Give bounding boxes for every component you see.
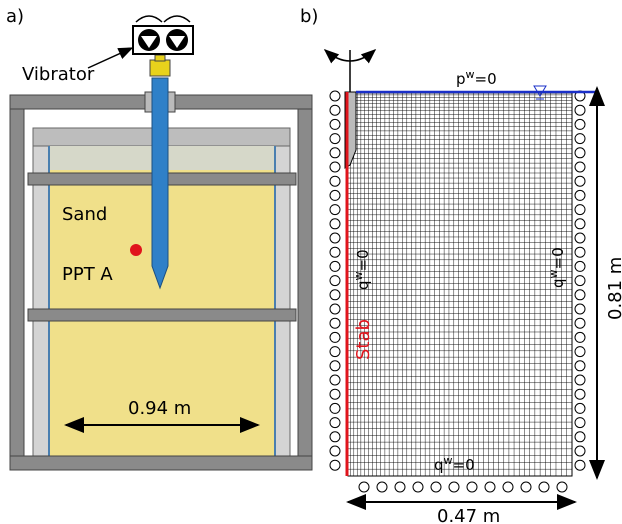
roller (575, 134, 585, 144)
roller (413, 482, 423, 492)
roller (431, 482, 441, 492)
roller (521, 482, 531, 492)
roller (330, 176, 340, 186)
roller (575, 176, 585, 186)
roller (575, 318, 585, 328)
roller (330, 119, 340, 129)
roller (575, 418, 585, 428)
roller (575, 446, 585, 456)
roller (330, 347, 340, 357)
roller (575, 148, 585, 158)
roller (330, 290, 340, 300)
left-boundary-label: qw=0 (352, 249, 372, 290)
roller (330, 318, 340, 328)
roller (575, 247, 585, 257)
roller (330, 389, 340, 399)
mesh-border (348, 93, 572, 476)
roller (575, 205, 585, 215)
roller (330, 460, 340, 470)
label-part: =0 (453, 456, 475, 474)
roller (330, 219, 340, 229)
width-label: 0.94 m (128, 398, 191, 419)
fe-mesh (348, 93, 572, 476)
label-part: p (456, 70, 466, 88)
roller (330, 205, 340, 215)
roller (575, 332, 585, 342)
label-part: q (354, 280, 372, 290)
roller (395, 482, 405, 492)
label-part: w (444, 454, 453, 467)
roller (575, 119, 585, 129)
label-part: w (547, 269, 560, 278)
roller (330, 105, 340, 115)
label-part: =0 (549, 247, 567, 269)
roller (330, 148, 340, 158)
width-label: 0.47 m (437, 506, 500, 524)
roller (330, 261, 340, 271)
roller (575, 460, 585, 470)
roller (575, 233, 585, 243)
top-boundary-label: pw=0 (456, 68, 497, 88)
roller (575, 403, 585, 413)
roller (575, 162, 585, 172)
panel-label: a) (6, 6, 24, 27)
roller (575, 432, 585, 442)
sand-label: Sand (62, 204, 107, 225)
sensor-label: PPT A (62, 264, 113, 285)
roller (467, 482, 477, 492)
roller (330, 418, 340, 428)
roller (359, 482, 369, 492)
label-part: q (434, 456, 444, 474)
roller (330, 332, 340, 342)
roller (330, 233, 340, 243)
roller (575, 347, 585, 357)
roller (330, 134, 340, 144)
right-boundary-label: qw=0 (547, 247, 567, 288)
roller (377, 482, 387, 492)
roller (575, 304, 585, 314)
vibrator-label: Vibrator (22, 64, 95, 85)
label-part: =0 (354, 249, 372, 271)
label-part: w (466, 68, 475, 81)
roller (575, 361, 585, 371)
roller (575, 375, 585, 385)
height-label: 0.81 m (605, 257, 622, 320)
label-part: w (352, 271, 365, 280)
roller (330, 162, 340, 172)
roller (330, 247, 340, 257)
roller (330, 304, 340, 314)
roller (503, 482, 513, 492)
roller (330, 276, 340, 286)
roller (330, 432, 340, 442)
pile-label: Stab (353, 319, 374, 360)
roller (539, 482, 549, 492)
roller (485, 482, 495, 492)
roller (575, 105, 585, 115)
label-part: =0 (475, 70, 497, 88)
roller (575, 261, 585, 271)
roller (449, 482, 459, 492)
roller (575, 219, 585, 229)
roller (575, 276, 585, 286)
roller (330, 375, 340, 385)
label-part: q (549, 278, 567, 288)
roller (330, 91, 340, 101)
roller (330, 403, 340, 413)
roller (330, 446, 340, 456)
roller (330, 361, 340, 371)
roller (575, 389, 585, 399)
roller (575, 190, 585, 200)
roller (575, 290, 585, 300)
figure: a) Vibrator Sand PPT A 0.94 m b) (0, 0, 622, 524)
roller (330, 190, 340, 200)
bottom-boundary-label: qw=0 (434, 454, 475, 474)
supports (330, 91, 585, 492)
panel-label: b) (300, 6, 318, 27)
roller (557, 482, 567, 492)
